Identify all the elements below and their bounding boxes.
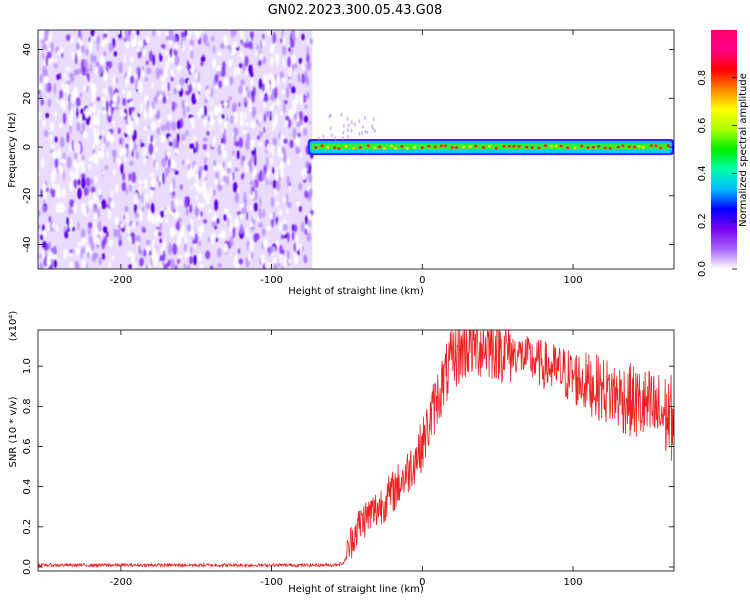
snr-x-label: Height of straight line (km) [288,584,424,595]
y-tick-label: 40 [22,43,33,56]
snr-y-scale-label: (x10⁴) [8,311,19,342]
x-tick-label: -100 [260,275,283,286]
snr-panel: -200 -100 0 100 0.0 0.2 0.4 0.6 0.8 1.0 Height o… [8,311,675,595]
colorbar-tick-label: 0.4 [697,165,708,181]
x-tick-label: -100 [260,577,283,588]
y-tick-label: -40 [22,236,33,252]
y-tick-label: 0.8 [22,398,33,414]
y-tick-label: 0.6 [22,439,33,455]
colorbar-gradient [711,30,737,269]
colorbar: 0.0 0.2 0.4 0.6 0.8 Normalized spectral ampl… [697,30,749,277]
y-tick-label: 1.0 [22,358,33,374]
spectrogram-y-label: Frequency (Hz) [7,112,18,188]
colorbar-tick-label: 0.2 [697,213,708,229]
x-tick-label: -200 [110,577,133,588]
y-tick-label: 0.4 [22,479,33,495]
colorbar-label: Normalized spectral amplitude [738,73,749,227]
x-tick-label: 100 [563,577,582,588]
x-tick-label: 0 [419,577,425,588]
snr-frame [37,329,675,572]
colorbar-ticks: 0.0 0.2 0.4 0.6 0.8 [697,70,737,277]
snr-y-label: SNR (10 * v/v) [8,396,19,467]
x-tick-label: -200 [110,275,133,286]
y-tick-label: 0 [22,144,33,150]
colorbar-tick-label: 0.6 [697,118,708,134]
figure-title: GN02.2023.300.05.43.G08 [268,3,443,18]
snr-series-line [38,330,674,569]
spectrogram-frame [37,29,675,270]
x-tick-label: 100 [563,275,582,286]
y-tick-label: 0.0 [22,559,33,575]
ridge-peaks [309,112,670,150]
colorbar-tick-label: 0.8 [697,70,708,86]
spectrogram-y-ticks: -40 -20 0 20 40 [22,43,674,253]
y-tick-label: -20 [22,188,33,204]
spectrogram-x-label: Height of straight line (km) [288,286,424,297]
y-tick-label: 20 [22,92,33,105]
y-tick-label: 0.2 [22,519,33,535]
x-tick-label: 0 [419,275,425,286]
spectrogram-noise-field [38,30,314,269]
spectrogram-x-ticks: -200 -100 0 100 [110,30,583,286]
snr-y-ticks: 0.0 0.2 0.4 0.6 0.8 1.0 [22,358,674,575]
colorbar-tick-label: 0.0 [697,261,708,277]
snr-x-ticks: -200 -100 0 100 [110,330,583,588]
spectrogram-signal-ridge [307,112,674,156]
noise-speckles [38,30,314,269]
